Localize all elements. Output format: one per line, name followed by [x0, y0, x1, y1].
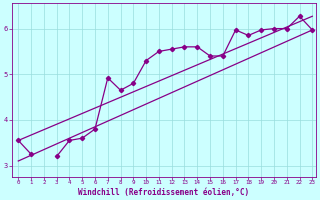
X-axis label: Windchill (Refroidissement éolien,°C): Windchill (Refroidissement éolien,°C): [78, 188, 250, 197]
